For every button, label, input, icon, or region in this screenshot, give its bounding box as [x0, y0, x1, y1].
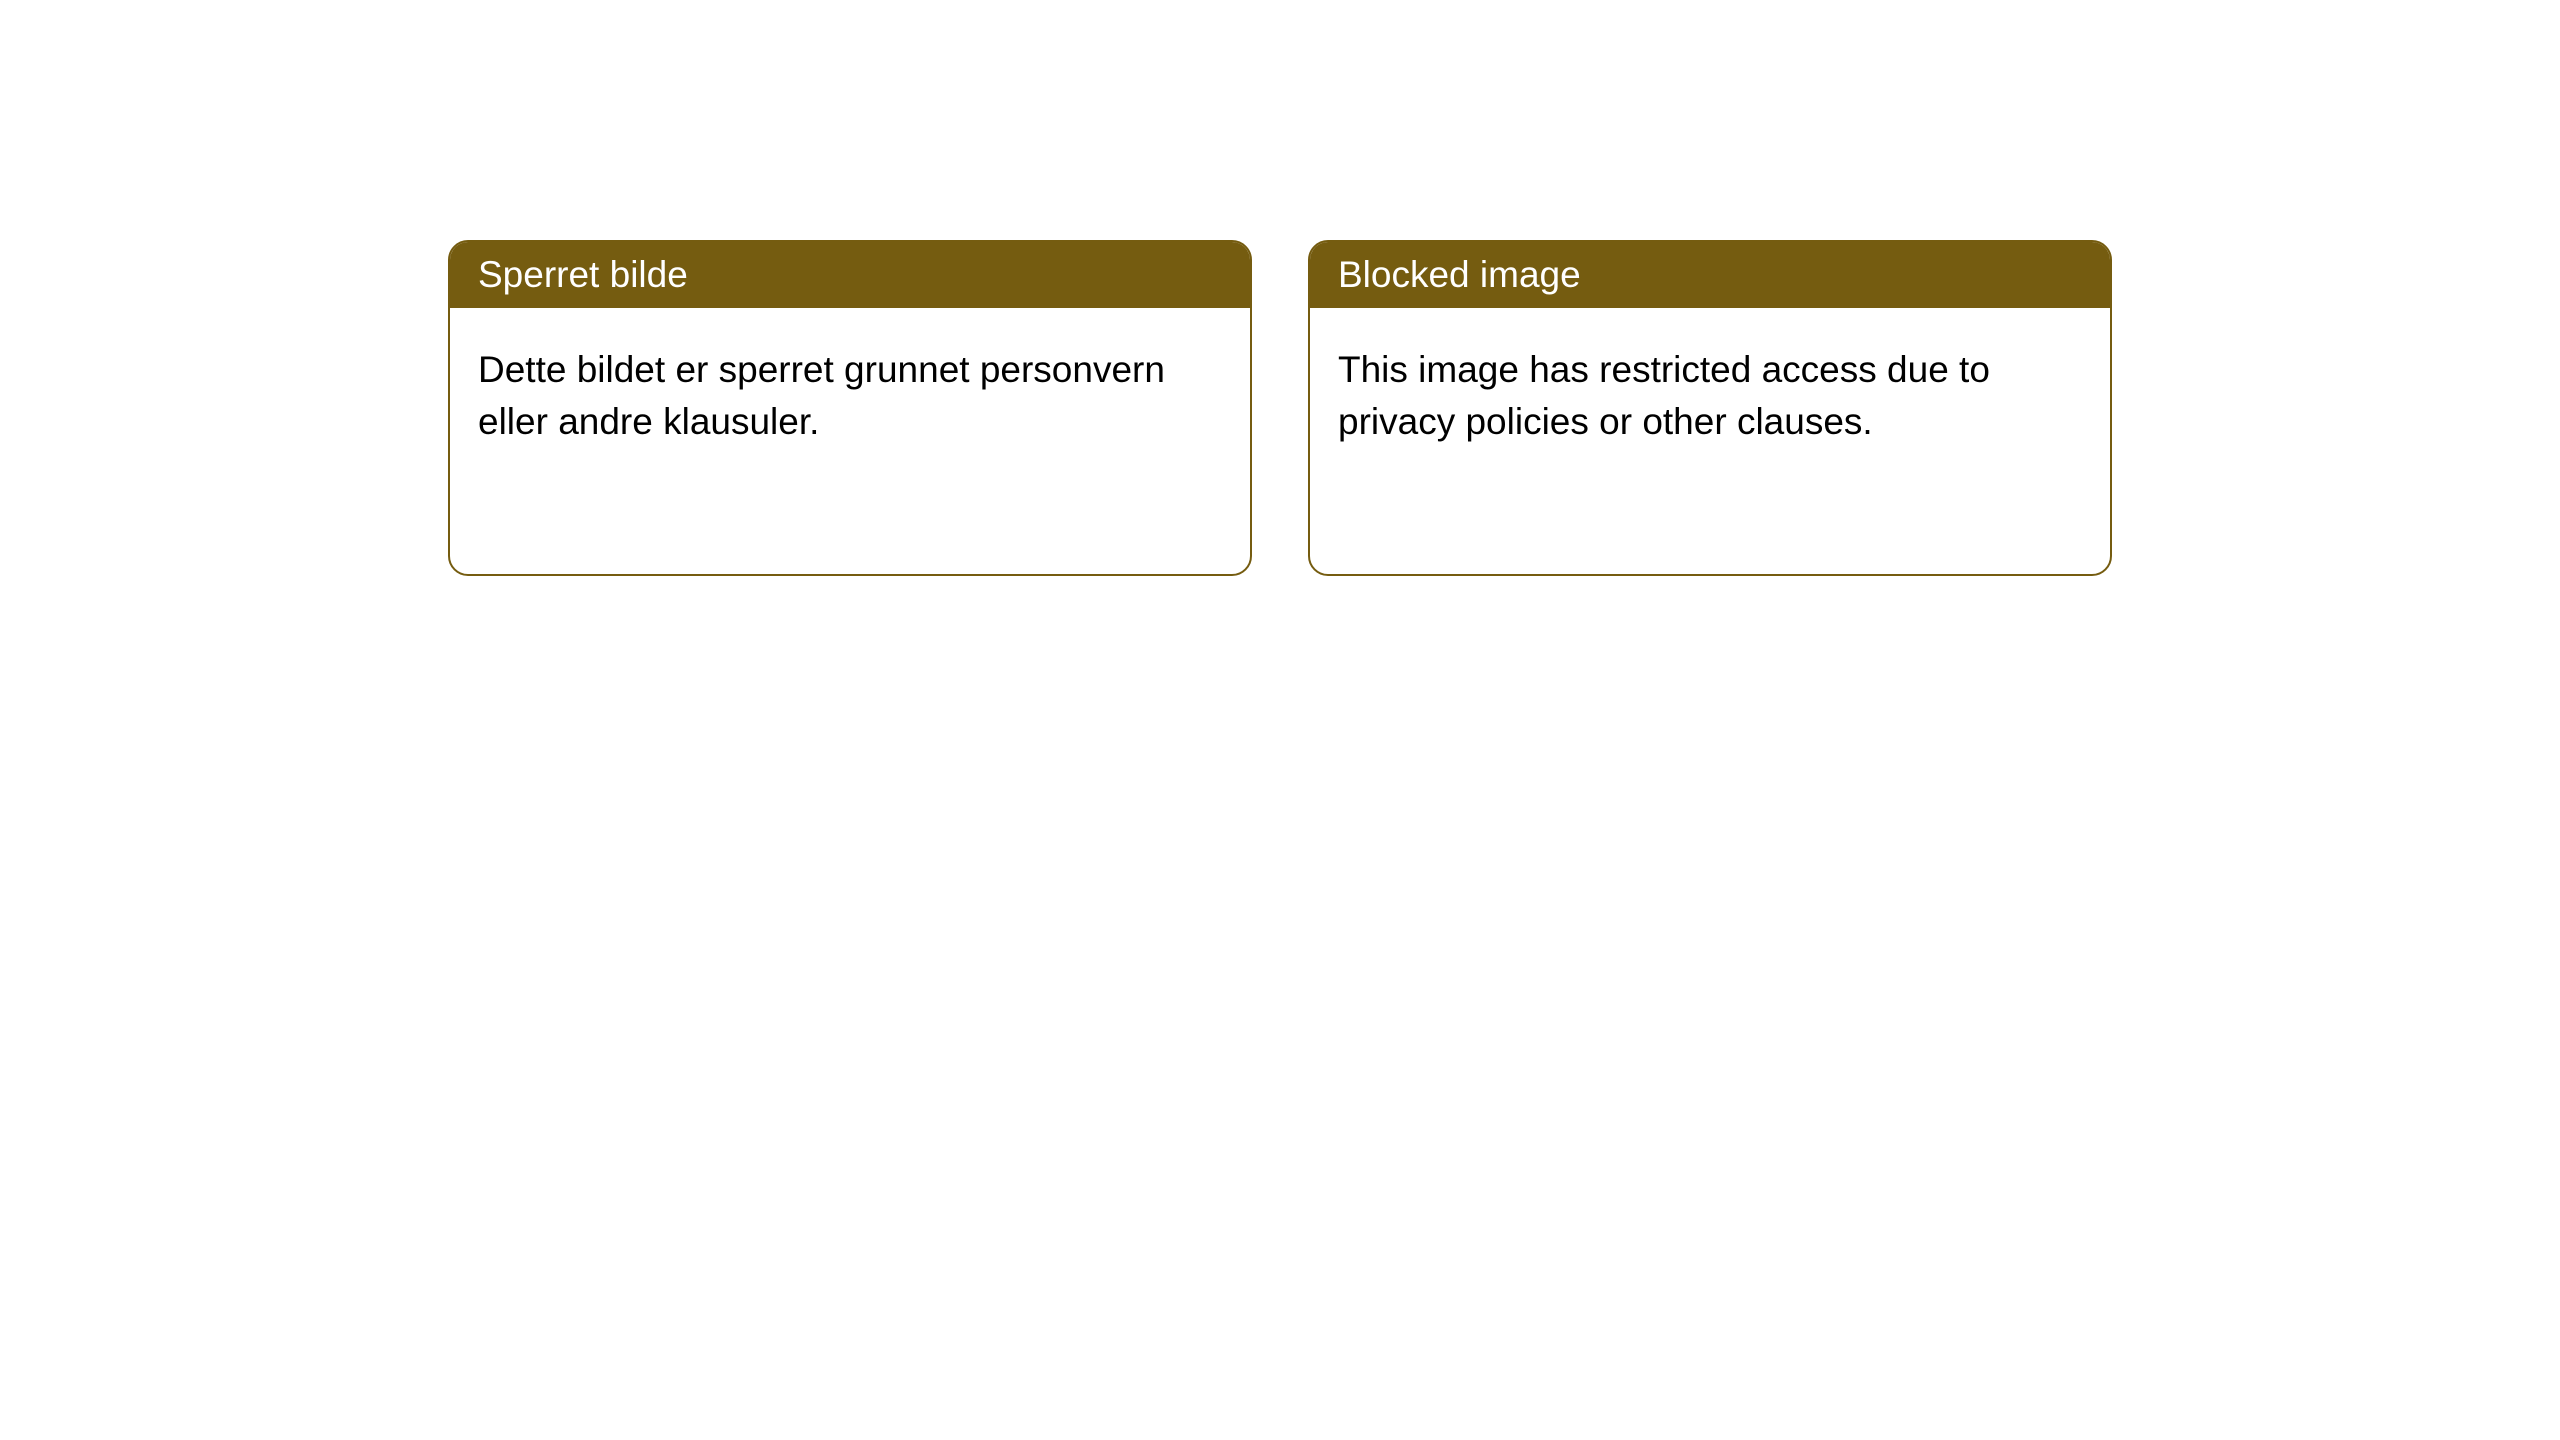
- notice-title-english: Blocked image: [1310, 242, 2110, 308]
- notice-title-norwegian: Sperret bilde: [450, 242, 1250, 308]
- notice-body-english: This image has restricted access due to …: [1310, 308, 2110, 484]
- notice-body-norwegian: Dette bildet er sperret grunnet personve…: [450, 308, 1250, 484]
- notice-card-norwegian: Sperret bilde Dette bildet er sperret gr…: [448, 240, 1252, 576]
- notice-card-english: Blocked image This image has restricted …: [1308, 240, 2112, 576]
- notice-container: Sperret bilde Dette bildet er sperret gr…: [0, 0, 2560, 576]
